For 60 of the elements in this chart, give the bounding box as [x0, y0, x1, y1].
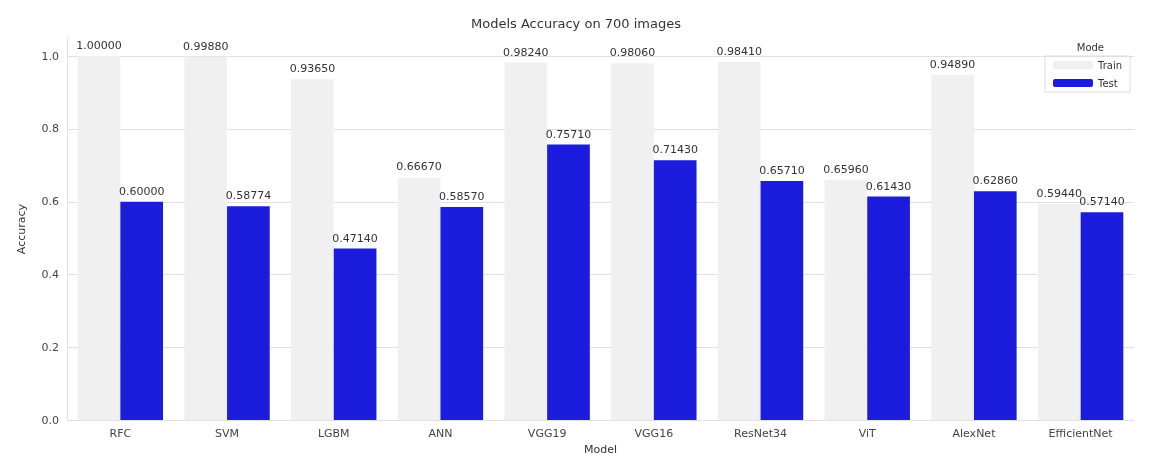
x-axis-title: Model: [583, 443, 618, 456]
data-label: 0.75710: [545, 127, 592, 141]
bar: [653, 160, 697, 421]
x-tick-label: ResNet34: [734, 427, 788, 441]
data-label: 0.94890: [929, 57, 976, 71]
data-label: 0.65710: [759, 163, 805, 177]
data-label: 0.58774: [225, 189, 272, 203]
bar: [184, 56, 228, 421]
x-tick-label: RFC: [109, 427, 132, 441]
data-label: 0.61430: [865, 179, 912, 193]
chart-title: Models Accuracy on 700 images: [471, 16, 682, 31]
data-label: 0.98240: [503, 45, 549, 59]
bar: [824, 180, 868, 421]
data-label: 0.71430: [652, 143, 698, 157]
bar: [504, 62, 548, 421]
legend-label: Train: [1097, 59, 1123, 71]
x-tick-label: LGBM: [317, 427, 350, 441]
data-label: 0.99880: [182, 39, 229, 53]
y-tick-label: 0.4: [41, 268, 59, 282]
bar: [77, 56, 121, 421]
bar: [1080, 212, 1124, 421]
y-tick-label: 0.0: [41, 413, 59, 427]
bar: [931, 74, 974, 421]
data-label: 0.62860: [972, 174, 1019, 188]
y-tick-label: 0.2: [41, 340, 59, 354]
bar: [397, 177, 441, 421]
data-label: 0.98060: [609, 46, 656, 60]
x-tick-label: VGG16: [634, 427, 674, 441]
bar: [760, 180, 804, 421]
bar: [120, 201, 164, 421]
x-tick-label: ViT: [858, 427, 877, 441]
y-tick-label: 0.8: [41, 122, 59, 136]
bar: [333, 248, 377, 421]
x-tick-label: VGG19: [527, 427, 567, 441]
legend-title: Mode: [1076, 41, 1104, 53]
bar: [867, 196, 910, 421]
bar: [440, 206, 484, 421]
legend-label: Test: [1097, 77, 1118, 89]
y-axis-title: Accuracy: [15, 203, 28, 255]
data-label: 0.47140: [332, 231, 378, 245]
y-tick-label: 0.6: [41, 195, 59, 209]
x-tick-label: AlexNet: [952, 427, 997, 441]
bar: [611, 63, 654, 421]
bar: [717, 61, 761, 421]
bar: [291, 79, 334, 421]
data-label: 0.66670: [396, 160, 442, 174]
data-label: 0.58570: [439, 189, 485, 203]
bar: [547, 144, 590, 421]
data-label: 0.60000: [118, 184, 165, 198]
bar: [973, 191, 1017, 421]
data-label: 0.93650: [289, 62, 336, 76]
x-tick-label: EfficientNet: [1048, 427, 1114, 441]
x-tick-label: SVM: [215, 427, 240, 441]
x-tick-label: ANN: [428, 427, 453, 441]
bar: [1037, 203, 1081, 421]
bar: [227, 206, 270, 421]
y-tick-label: 1.0: [41, 49, 59, 63]
data-label: 0.65960: [823, 163, 869, 177]
data-label: 1.00000: [76, 39, 122, 53]
data-label: 0.98410: [716, 44, 762, 58]
